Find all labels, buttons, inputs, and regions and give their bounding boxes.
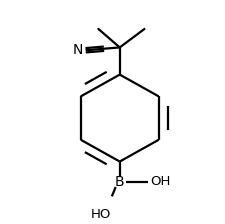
Text: OH: OH: [149, 175, 170, 188]
Text: B: B: [115, 175, 124, 189]
Text: N: N: [72, 43, 83, 57]
Text: HO: HO: [90, 208, 110, 221]
